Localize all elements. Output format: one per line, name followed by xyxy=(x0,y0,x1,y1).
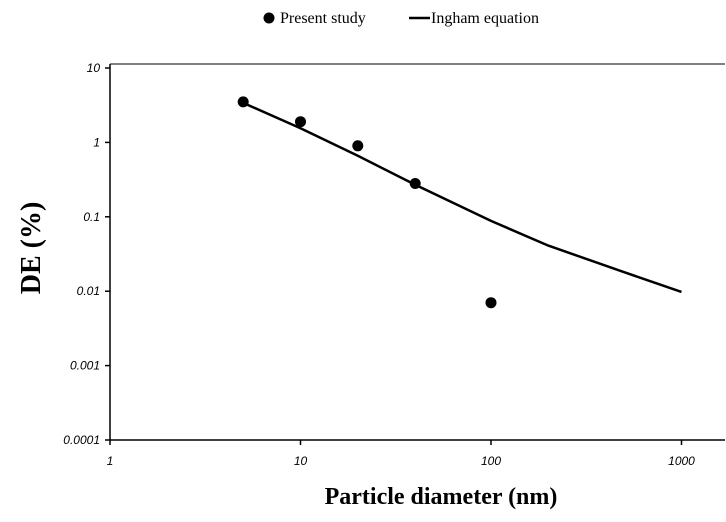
y-ticks: 0.0001 0.001 0.01 0.1 1 10 xyxy=(63,61,110,447)
data-point-present-study xyxy=(295,116,306,128)
data-point-present-study xyxy=(485,297,497,309)
x-tick-label: 10 xyxy=(294,454,308,468)
series-line-ingham-equation xyxy=(242,101,682,294)
y-axis-title: DE (%) xyxy=(16,202,47,295)
plot-frame xyxy=(109,63,725,441)
x-axis-title: Particle diameter (nm) xyxy=(325,484,558,510)
data-point-present-study xyxy=(409,178,421,189)
series-points-present-study xyxy=(237,96,497,309)
y-tick-label: 0.01 xyxy=(77,284,100,298)
y-tick-label: 0.0001 xyxy=(63,433,100,447)
x-tick-label: 1 xyxy=(107,454,114,468)
data-point-present-study xyxy=(237,96,249,108)
x-ticks: 1 10 100 1000 xyxy=(107,440,695,468)
x-tick-label: 1000 xyxy=(668,454,695,468)
y-tick-label: 1 xyxy=(93,135,100,149)
legend: Present study Ingham equation xyxy=(263,10,539,27)
x-tick-label: 100 xyxy=(481,454,501,468)
y-tick-label: 0.1 xyxy=(83,210,100,224)
data-point-present-study xyxy=(352,140,364,152)
y-tick-label: 10 xyxy=(87,61,101,75)
legend-label-ingham-equation: Ingham equation xyxy=(431,10,539,27)
legend-marker-present-study xyxy=(263,12,275,24)
y-tick-label: 0.001 xyxy=(70,359,100,373)
legend-label-present-study: Present study xyxy=(280,10,366,27)
